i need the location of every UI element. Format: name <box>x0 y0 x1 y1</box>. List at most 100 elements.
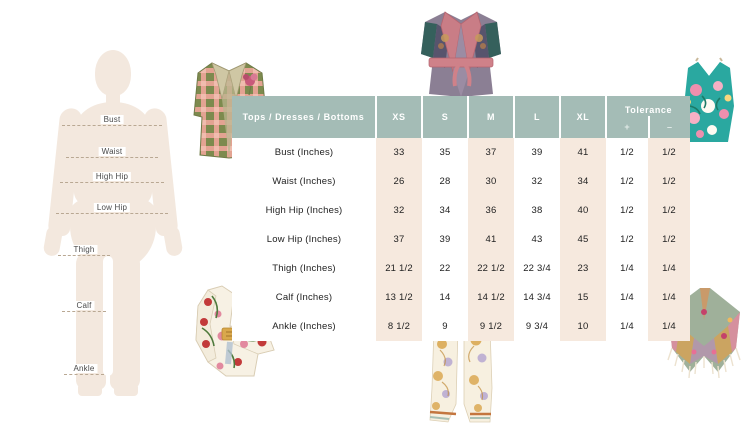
header-category-label: Tops / Dresses / Bottoms <box>232 96 377 138</box>
cell-m: 37 <box>468 138 514 167</box>
floral-camisole-image <box>678 56 740 144</box>
cell-xs: 8 1/2 <box>376 312 422 341</box>
measure-label-calf: Calf <box>73 301 95 310</box>
cell-xl: 34 <box>560 167 606 196</box>
table-row: Thigh (Inches) 21 1/2 22 22 1/2 22 3/4 2… <box>232 254 690 283</box>
measure-line-bust: Bust <box>62 112 162 126</box>
row-label: Bust (Inches) <box>232 138 376 167</box>
cell-m: 41 <box>468 225 514 254</box>
cell-l: 43 <box>514 225 560 254</box>
header-size-xs: XS <box>376 96 423 138</box>
silhouette-left-foot <box>78 382 102 396</box>
cell-s: 14 <box>422 283 468 312</box>
row-label: High Hip (Inches) <box>232 196 376 225</box>
header-size-m: M <box>468 96 515 138</box>
cell-s: 28 <box>422 167 468 196</box>
table-row: High Hip (Inches) 32 34 36 38 40 1/2 1/2 <box>232 196 690 225</box>
cell-m: 30 <box>468 167 514 196</box>
cell-xs: 13 1/2 <box>376 283 422 312</box>
cell-xs: 33 <box>376 138 422 167</box>
table-row: Ankle (Inches) 8 1/2 9 9 1/2 9 3/4 10 1/… <box>232 312 690 341</box>
header-tolerance-title: Tolerance <box>624 105 673 115</box>
header-size-l: L <box>514 96 561 138</box>
silhouette-right-hand <box>162 224 184 258</box>
cell-tolerance-minus: 1/4 <box>648 312 690 341</box>
measure-line-waist: Waist <box>66 144 158 158</box>
measure-line-low-hip: Low Hip <box>56 200 168 214</box>
cell-tolerance-plus: 1/2 <box>606 196 648 225</box>
cell-xs: 26 <box>376 167 422 196</box>
header-tolerance-plus: + <box>607 116 650 138</box>
cell-xs: 37 <box>376 225 422 254</box>
measure-line-thigh: Thigh <box>58 242 110 256</box>
measure-label-thigh: Thigh <box>70 245 98 254</box>
cell-l: 32 <box>514 167 560 196</box>
cell-xs: 32 <box>376 196 422 225</box>
header-tolerance-group: Tolerance + – <box>606 96 690 138</box>
size-chart-table: Tops / Dresses / Bottoms XS S M L XL Tol… <box>232 96 690 341</box>
cell-tolerance-minus: 1/4 <box>648 254 690 283</box>
measure-line-calf: Calf <box>62 298 106 312</box>
header-size-xl: XL <box>560 96 607 138</box>
silhouette-right-foot <box>114 382 138 396</box>
floral-kimono-robe-image <box>415 2 507 97</box>
cell-l: 9 3/4 <box>514 312 560 341</box>
measure-label-low-hip: Low Hip <box>93 203 131 212</box>
cell-tolerance-minus: 1/2 <box>648 138 690 167</box>
table-row: Calf (Inches) 13 1/2 14 14 1/2 14 3/4 15… <box>232 283 690 312</box>
measure-label-high-hip: High Hip <box>92 172 132 181</box>
measure-label-waist: Waist <box>98 147 126 156</box>
cell-tolerance-plus: 1/4 <box>606 312 648 341</box>
cell-tolerance-plus: 1/2 <box>606 167 648 196</box>
row-label: Calf (Inches) <box>232 283 376 312</box>
cell-tolerance-plus: 1/2 <box>606 225 648 254</box>
cell-m: 14 1/2 <box>468 283 514 312</box>
silhouette-head <box>95 50 131 96</box>
table-header-row: Tops / Dresses / Bottoms XS S M L XL Tol… <box>232 96 690 138</box>
measure-label-bust: Bust <box>100 115 124 124</box>
body-measurement-diagram: Bust Waist High Hip Low Hip Thigh Calf A… <box>0 20 215 420</box>
measure-label-ankle: Ankle <box>70 364 98 373</box>
silhouette-leg-gap <box>103 256 113 376</box>
cell-xl: 41 <box>560 138 606 167</box>
measure-dash-low-hip <box>56 213 168 214</box>
row-label: Low Hip (Inches) <box>232 225 376 254</box>
cell-m: 36 <box>468 196 514 225</box>
cell-l: 14 3/4 <box>514 283 560 312</box>
cell-tolerance-minus: 1/2 <box>648 167 690 196</box>
cell-xl: 23 <box>560 254 606 283</box>
row-label: Waist (Inches) <box>232 167 376 196</box>
cell-tolerance-minus: 1/2 <box>648 225 690 254</box>
cell-xs: 21 1/2 <box>376 254 422 283</box>
measure-line-ankle: Ankle <box>64 361 104 375</box>
cell-s: 35 <box>422 138 468 167</box>
cell-l: 38 <box>514 196 560 225</box>
silhouette-right-leg <box>110 250 140 390</box>
cell-tolerance-plus: 1/4 <box>606 254 648 283</box>
cell-s: 39 <box>422 225 468 254</box>
measure-dash-calf <box>62 311 106 312</box>
table-row: Low Hip (Inches) 37 39 41 43 45 1/2 1/2 <box>232 225 690 254</box>
cell-xl: 10 <box>560 312 606 341</box>
measure-dash-bust <box>62 125 162 126</box>
cell-xl: 15 <box>560 283 606 312</box>
measure-dash-waist <box>66 157 158 158</box>
cell-l: 22 3/4 <box>514 254 560 283</box>
measure-dash-high-hip <box>60 182 164 183</box>
cell-tolerance-minus: 1/4 <box>648 283 690 312</box>
header-tolerance-minus: – <box>666 122 673 132</box>
cell-tolerance-plus: 1/4 <box>606 283 648 312</box>
header-size-s: S <box>422 96 469 138</box>
cell-s: 9 <box>422 312 468 341</box>
row-label: Thigh (Inches) <box>232 254 376 283</box>
table-row: Bust (Inches) 33 35 37 39 41 1/2 1/2 <box>232 138 690 167</box>
cell-m: 9 1/2 <box>468 312 514 341</box>
cell-tolerance-minus: 1/2 <box>648 196 690 225</box>
row-label: Ankle (Inches) <box>232 312 376 341</box>
table-row: Waist (Inches) 26 28 30 32 34 1/2 1/2 <box>232 167 690 196</box>
cell-l: 39 <box>514 138 560 167</box>
cell-s: 34 <box>422 196 468 225</box>
cell-xl: 45 <box>560 225 606 254</box>
cell-xl: 40 <box>560 196 606 225</box>
